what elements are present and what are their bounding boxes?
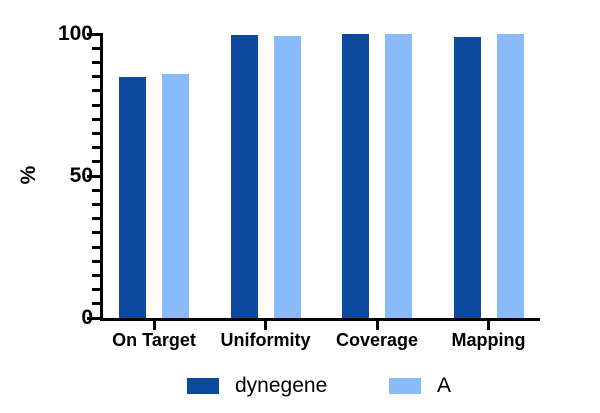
y-axis-minor-tick [92, 231, 100, 235]
legend-item-dynegene: dynegene [187, 374, 327, 398]
y-axis-minor-tick [92, 131, 100, 135]
bar-dynegene-coverage [342, 34, 369, 318]
y-axis-line [100, 33, 103, 321]
legend-swatch-dynegene [187, 378, 219, 394]
y-axis-minor-tick [92, 103, 100, 107]
y-axis-minor-tick [92, 60, 100, 64]
y-axis-major-tick [87, 174, 100, 178]
bar-dynegene-uniformity [230, 35, 258, 318]
x-category-label-coverage: Coverage [335, 330, 419, 350]
legend-swatch-a [389, 378, 421, 394]
bar-a-coverage [385, 34, 412, 318]
y-tick-label: 0 [81, 306, 93, 329]
bar-a-on-target [162, 73, 189, 318]
y-axis-minor-tick [92, 302, 100, 306]
y-axis-minor-tick [92, 288, 100, 292]
y-axis-minor-tick [92, 217, 100, 221]
y-axis-minor-tick [92, 146, 100, 150]
x-axis-tick [487, 321, 490, 330]
y-axis-major-tick [87, 32, 100, 36]
y-axis-minor-tick [92, 160, 100, 164]
bar-dynegene-mapping [453, 36, 481, 318]
legend-label-a: A [437, 374, 452, 397]
bar-dynegene-on-target [119, 76, 146, 318]
x-category-label-on-target: On Target [112, 330, 196, 350]
legend-label-dynegene: dynegene [235, 374, 328, 397]
y-axis-minor-tick [92, 259, 100, 263]
bar-a-uniformity [273, 35, 301, 318]
x-category-label-mapping: Mapping [451, 330, 526, 350]
y-axis-minor-tick [92, 117, 100, 121]
y-axis-minor-tick [92, 273, 100, 277]
y-axis-minor-tick [92, 245, 100, 249]
y-tick-label: 100 [57, 22, 93, 45]
y-axis-major-tick [87, 316, 100, 320]
legend-item-a: A [389, 374, 451, 398]
x-category-label-uniformity: Uniformity [220, 330, 311, 350]
y-axis-minor-tick [92, 89, 100, 93]
y-axis-minor-tick [92, 188, 100, 192]
y-axis-minor-tick [92, 202, 100, 206]
y-axis-minor-tick [92, 46, 100, 50]
bar-a-mapping [496, 34, 524, 318]
y-axis-minor-tick [92, 75, 100, 79]
x-axis-line [100, 318, 540, 321]
x-axis-tick [152, 321, 156, 330]
y-tick-label: 50 [69, 164, 93, 187]
x-axis-tick [375, 321, 379, 330]
x-axis-tick [264, 321, 267, 330]
